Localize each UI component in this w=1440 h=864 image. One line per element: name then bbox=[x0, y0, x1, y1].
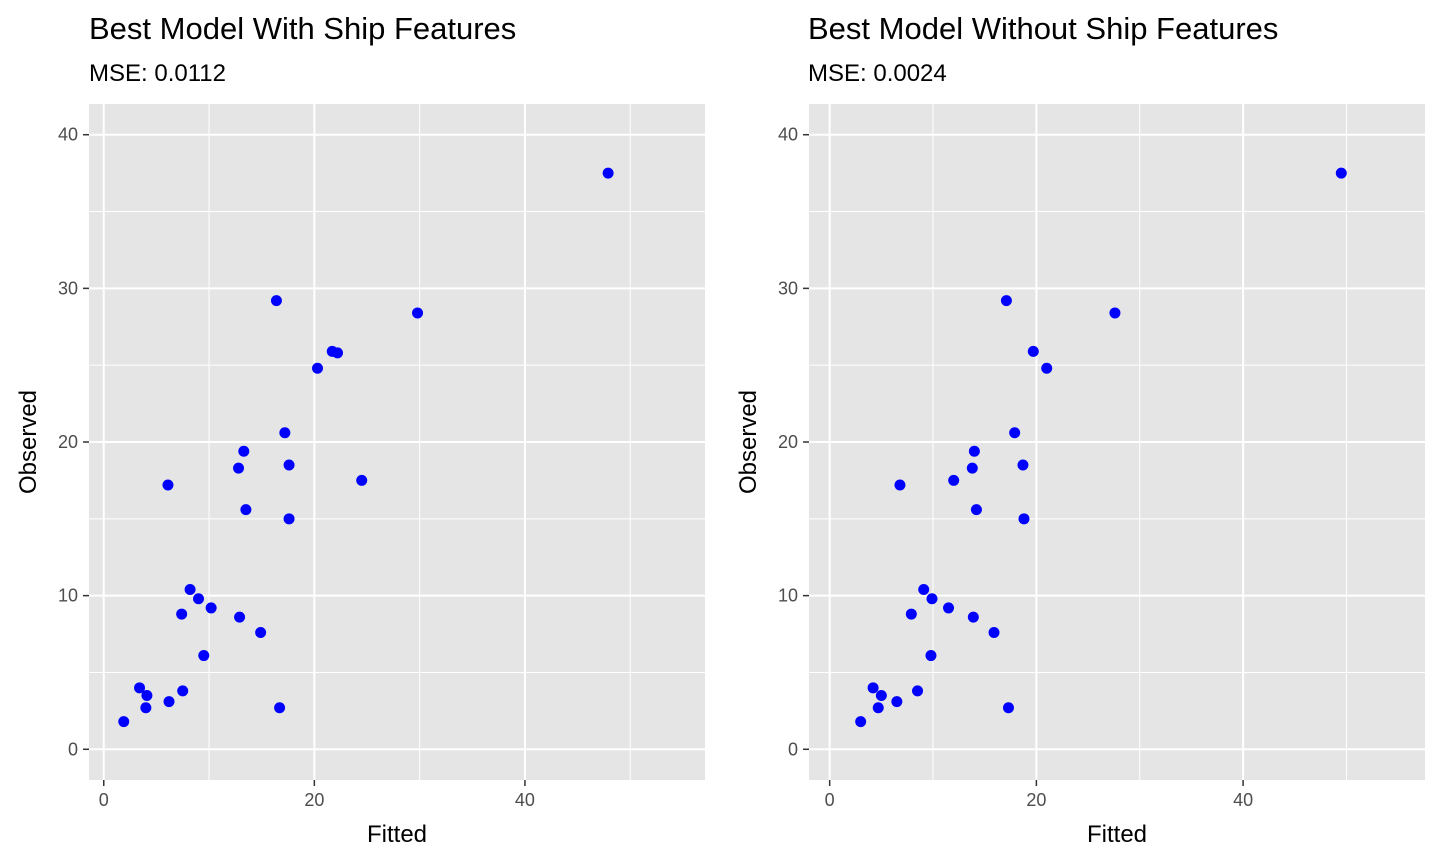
data-point bbox=[205, 602, 217, 614]
x-tick-label: 40 bbox=[1233, 790, 1253, 810]
data-point bbox=[1002, 702, 1014, 714]
y-tick-label: 40 bbox=[778, 125, 798, 145]
data-point bbox=[1017, 459, 1029, 471]
x-tick-label: 40 bbox=[515, 790, 535, 810]
data-point bbox=[176, 608, 188, 620]
data-point bbox=[966, 462, 978, 474]
data-point bbox=[198, 650, 210, 662]
data-point bbox=[905, 608, 917, 620]
data-point bbox=[968, 445, 980, 457]
chart-panel-left: Best Model With Ship Features MSE: 0.011… bbox=[15, 11, 705, 848]
data-point bbox=[283, 513, 295, 525]
data-point bbox=[943, 602, 955, 614]
y-axis-title: Observed bbox=[735, 390, 762, 494]
data-point bbox=[894, 479, 906, 491]
data-point bbox=[988, 627, 1000, 639]
data-point bbox=[1335, 167, 1347, 179]
data-point bbox=[118, 716, 130, 728]
data-point bbox=[412, 307, 424, 319]
y-tick-label: 10 bbox=[58, 586, 78, 606]
data-point bbox=[918, 583, 930, 595]
data-points bbox=[118, 167, 614, 728]
data-point bbox=[184, 583, 196, 595]
data-point bbox=[1018, 513, 1030, 525]
data-point bbox=[141, 690, 153, 701]
data-point bbox=[1027, 345, 1039, 357]
data-point bbox=[1009, 427, 1021, 439]
data-point bbox=[270, 295, 282, 307]
x-axis-title: Fitted bbox=[1087, 821, 1147, 848]
chart-title: Best Model Without Ship Features bbox=[808, 11, 1279, 46]
data-point bbox=[234, 611, 246, 623]
data-point bbox=[925, 650, 937, 662]
data-point bbox=[163, 696, 175, 708]
y-tick-label: 20 bbox=[778, 432, 798, 452]
chart-subtitle: MSE: 0.0112 bbox=[89, 60, 226, 87]
data-point bbox=[1000, 295, 1012, 307]
data-point bbox=[872, 702, 884, 714]
y-tick-label: 10 bbox=[778, 586, 798, 606]
grid-lines bbox=[809, 104, 1425, 780]
data-point bbox=[238, 445, 250, 457]
data-point bbox=[926, 593, 938, 605]
data-point bbox=[875, 690, 887, 701]
data-point bbox=[233, 462, 245, 474]
data-point bbox=[602, 167, 614, 179]
scatter-plot: 0 20 40 0 10 20 30 40 Fitted Observed bbox=[735, 104, 1425, 848]
y-axis-title: Observed bbox=[15, 390, 42, 494]
chart-title: Best Model With Ship Features bbox=[89, 11, 517, 46]
x-tick-label: 20 bbox=[1026, 790, 1046, 810]
data-point bbox=[279, 427, 291, 439]
x-tick-label: 0 bbox=[99, 790, 109, 810]
data-point bbox=[356, 474, 368, 486]
x-tick-label: 20 bbox=[304, 790, 324, 810]
data-point bbox=[283, 459, 295, 471]
data-point bbox=[332, 347, 344, 359]
y-tick-label: 30 bbox=[58, 278, 78, 298]
data-point bbox=[867, 682, 879, 694]
data-point bbox=[855, 716, 867, 728]
y-tick-label: 40 bbox=[58, 125, 78, 145]
data-point bbox=[1109, 307, 1121, 319]
data-point bbox=[162, 479, 174, 491]
data-point bbox=[970, 504, 982, 516]
data-point bbox=[134, 682, 146, 694]
x-tick-label: 0 bbox=[825, 790, 835, 810]
data-point bbox=[255, 627, 267, 639]
data-point bbox=[967, 611, 979, 623]
data-point bbox=[274, 702, 286, 714]
data-point bbox=[912, 685, 924, 697]
x-axis-title: Fitted bbox=[367, 821, 427, 848]
y-tick-label: 30 bbox=[778, 278, 798, 298]
data-point bbox=[193, 593, 205, 605]
data-point bbox=[177, 685, 189, 697]
scatter-plot: 0 20 40 0 10 20 30 40 Fitted Observed bbox=[15, 104, 705, 848]
y-tick-label: 0 bbox=[68, 739, 78, 759]
chart-subtitle: MSE: 0.0024 bbox=[808, 60, 947, 87]
data-point bbox=[1041, 362, 1053, 374]
y-tick-label: 20 bbox=[58, 432, 78, 452]
data-point bbox=[948, 474, 960, 486]
data-points bbox=[855, 167, 1347, 728]
data-point bbox=[891, 696, 903, 708]
data-point bbox=[311, 362, 323, 374]
data-point bbox=[140, 702, 152, 714]
data-point bbox=[240, 504, 252, 516]
chart-panel-right: Best Model Without Ship Features MSE: 0.… bbox=[720, 0, 1440, 864]
grid-lines bbox=[89, 104, 705, 780]
y-tick-label: 0 bbox=[788, 739, 798, 759]
